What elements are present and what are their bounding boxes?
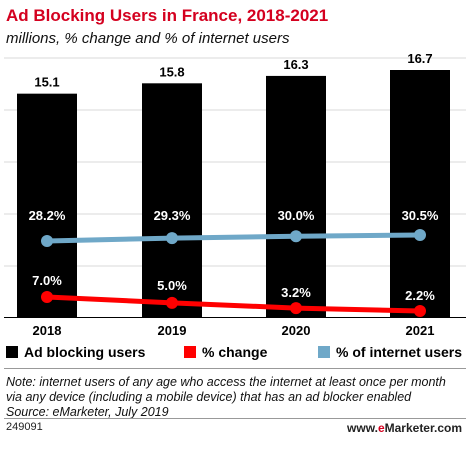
- change-value-label: 7.0%: [32, 273, 62, 288]
- internet-value-label: 28.2%: [29, 208, 66, 223]
- x-tick-label: 2020: [282, 323, 311, 338]
- series-line-change: [46, 294, 421, 314]
- x-tick-label: 2019: [158, 323, 187, 338]
- bar: [390, 70, 450, 317]
- point-change: [166, 296, 178, 309]
- note-text: Note: internet users of any age who acce…: [6, 375, 446, 404]
- legend-swatch-internet: [318, 346, 330, 358]
- bar-value-label: 15.1: [34, 75, 59, 90]
- divider-bottom: [4, 418, 466, 419]
- legend-item-pct-internet: % of internet users: [318, 344, 462, 360]
- chart-id: 249091: [6, 421, 43, 433]
- point-change: [41, 291, 53, 303]
- brand-e: e: [377, 421, 385, 435]
- x-tick-label: 2018: [33, 323, 62, 338]
- point-internet: [41, 235, 53, 247]
- chart-note: Note: internet users of any age who acce…: [6, 375, 462, 420]
- bar-value-label: 15.8: [159, 64, 184, 79]
- series-line-internet: [46, 232, 421, 244]
- internet-value-label: 30.5%: [402, 208, 439, 223]
- internet-value-label: 29.3%: [154, 208, 191, 223]
- legend-item-pct-change: % change: [184, 344, 267, 360]
- legend-swatch-change: [184, 346, 196, 358]
- point-internet: [166, 232, 178, 245]
- divider-top: [4, 368, 466, 369]
- change-value-label: 5.0%: [157, 278, 187, 293]
- x-tick-label: 2021: [406, 323, 435, 338]
- legend-label-internet: % of internet users: [336, 344, 463, 360]
- brand-prefix: www.: [347, 421, 378, 435]
- chart-subtitle: millions, % change and % of internet use…: [6, 30, 290, 47]
- brand-suffix: Marketer.com: [384, 421, 462, 435]
- point-change: [414, 305, 426, 317]
- chart-title: Ad Blocking Users in France, 2018-2021: [6, 6, 329, 25]
- point-internet: [290, 230, 302, 243]
- legend-label-change: % change: [202, 344, 268, 360]
- brand-logo: www.eMarketer.com: [347, 421, 462, 435]
- change-value-label: 3.2%: [281, 285, 311, 300]
- bar: [266, 75, 326, 317]
- internet-value-label: 30.0%: [278, 208, 315, 223]
- legend-label-bars: Ad blocking users: [24, 344, 146, 360]
- bar-value-label: 16.7: [407, 51, 432, 66]
- change-value-label: 2.2%: [405, 288, 435, 303]
- legend-swatch-bars: [6, 346, 18, 358]
- point-internet: [414, 229, 426, 241]
- bar-value-label: 16.3: [283, 57, 308, 72]
- legend-item-ad-blocking-users: Ad blocking users: [6, 344, 145, 360]
- point-change: [290, 302, 302, 315]
- source-text: Source: eMarketer, July 2019: [6, 405, 169, 419]
- chart-plot: 15.1 15.8 16.3 16.7 28.2% 29.3% 30.0% 30.5% 7.0%…: [4, 51, 466, 338]
- chart-legend: Ad blocking users % change % of internet…: [6, 344, 466, 364]
- bar: [142, 83, 202, 318]
- bar: [17, 93, 77, 317]
